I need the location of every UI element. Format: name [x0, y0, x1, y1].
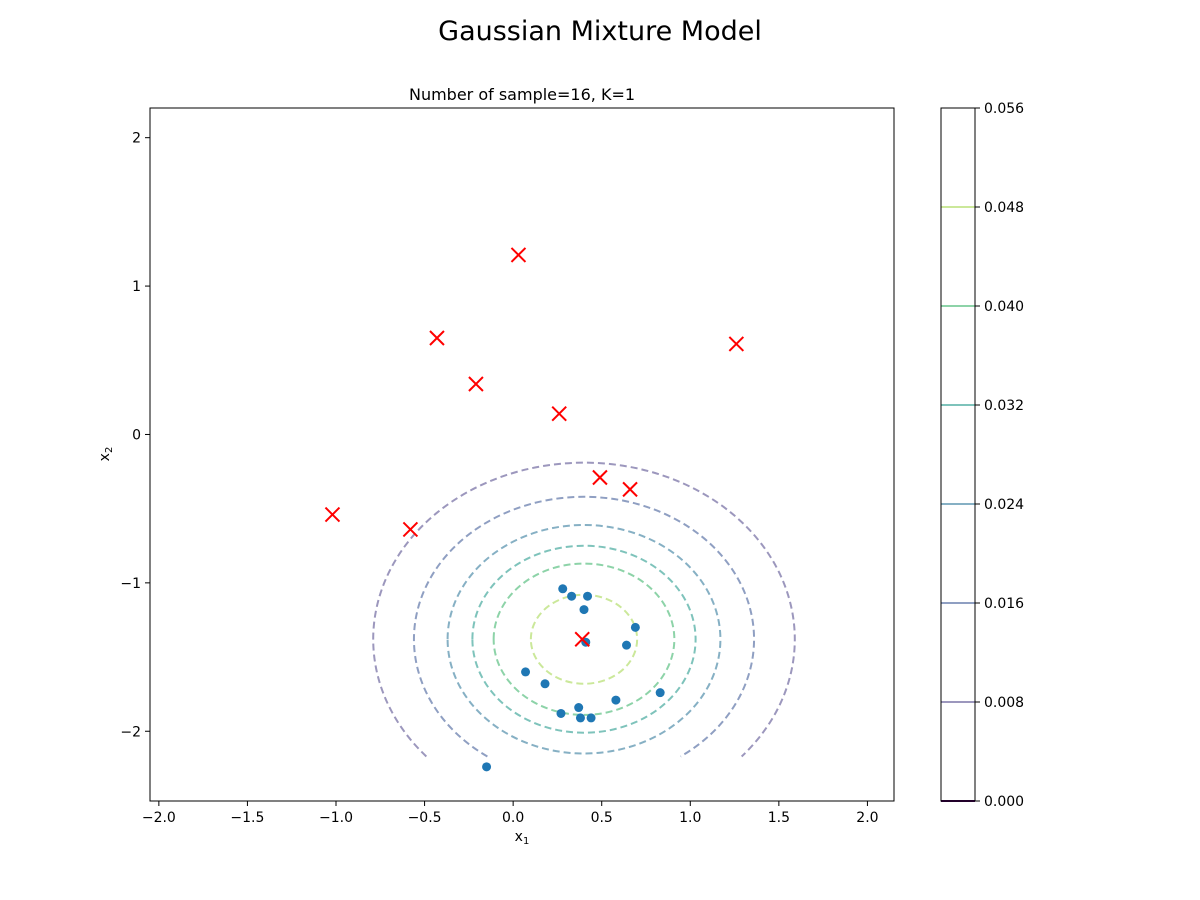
colorbar-tick: 0.048	[975, 200, 1024, 216]
x-tick-label: 1.5	[768, 810, 790, 826]
x-tick-label: −1.0	[319, 810, 353, 826]
cross-marker	[429, 330, 445, 346]
colorbar-tick-label: 0.016	[984, 596, 1024, 612]
x-tick: 1.5	[768, 801, 790, 826]
colorbar-frame	[940, 107, 976, 802]
sample-point	[482, 762, 492, 772]
colorbar-tick-label: 0.040	[984, 299, 1024, 315]
colorbar-tick-label: 0.024	[984, 497, 1024, 513]
colorbar-tick-label: 0.048	[984, 200, 1024, 216]
contour-level-0.048	[529, 593, 639, 685]
colorbar-tick-label: 0.008	[984, 695, 1024, 711]
x-axis-label-sub: 1	[523, 836, 529, 847]
x-tick-label: 0.0	[502, 810, 524, 826]
colorbar-tick-label: 0.032	[984, 398, 1024, 414]
plot-frame	[149, 107, 895, 802]
sample-point	[575, 713, 585, 723]
x-tick-label: 2.0	[856, 810, 878, 826]
x-tick-label: −1.5	[230, 810, 264, 826]
plot-area	[324, 247, 796, 772]
contour-level-0.008	[372, 461, 796, 758]
x-axis-label-main: x	[515, 829, 523, 845]
axes-title: Number of sample=16, K=1	[409, 85, 635, 104]
x-tick: −0.5	[408, 801, 442, 826]
colorbar-level-lines	[941, 206, 975, 802]
x-tick: −1.5	[230, 801, 264, 826]
sample-point	[540, 679, 550, 689]
cross-marker	[324, 506, 341, 523]
sample-points-layer	[482, 584, 665, 772]
colorbar-tick-label: 0.000	[984, 794, 1024, 810]
x-tick-label: 1.0	[679, 810, 701, 826]
x-tick: 0.0	[502, 801, 524, 826]
y-tick: −2	[120, 724, 150, 740]
cross-marker	[402, 521, 419, 538]
y-tick: −1	[120, 576, 150, 592]
colorbar: 0.000 0.008 0.016 0.024 0.032 0.040 0.048 0.056	[940, 101, 1024, 810]
sample-point	[586, 713, 596, 723]
sample-point	[558, 584, 568, 594]
colorbar-tick: 0.000	[975, 794, 1024, 810]
y-tick: 0	[132, 427, 150, 443]
colorbar-tick: 0.040	[975, 299, 1024, 315]
sample-point	[655, 688, 665, 698]
sample-point	[583, 591, 593, 601]
colorbar-tick: 0.008	[975, 695, 1024, 711]
x-tick: 2.0	[856, 801, 879, 826]
sample-point	[579, 605, 589, 615]
sample-point	[521, 667, 531, 677]
cross-marker	[510, 247, 527, 263]
sample-point	[622, 640, 632, 650]
x-axis-ticks: −2.0 −1.5 −1.0 −0.5 0.0 0.5 1.0 1.5 2.0	[142, 801, 879, 826]
x-tick: −1.0	[319, 801, 353, 826]
y-tick-label: −1	[120, 576, 141, 592]
contour-level-0.024	[446, 524, 722, 755]
colorbar-tick-label: 0.056	[984, 101, 1024, 117]
contour-level-0.04	[492, 562, 676, 716]
sample-point	[567, 591, 577, 601]
sample-point	[611, 695, 621, 705]
cross-marker	[468, 376, 484, 392]
y-axis-label-main: x	[97, 453, 113, 461]
y-axis-label: x2	[97, 447, 115, 462]
x-tick: 1.0	[679, 801, 701, 826]
x-tick-label: −2.0	[142, 810, 176, 826]
cross-marker	[592, 469, 608, 486]
y-tick: 2	[132, 131, 150, 147]
contour-level-0.032	[471, 544, 697, 734]
colorbar-tick: 0.024	[975, 497, 1024, 513]
cross-marker	[574, 631, 590, 647]
cross-markers-layer	[324, 247, 745, 647]
colorbar-tick: 0.016	[975, 596, 1024, 612]
colorbar-tick: 0.032	[975, 398, 1024, 414]
y-tick-label: −2	[120, 724, 141, 740]
contour-layer	[372, 461, 796, 758]
x-tick-label: −0.5	[408, 810, 442, 826]
x-axis-label: x1	[515, 829, 530, 847]
colorbar-tick: 0.056	[975, 101, 1024, 117]
contour-level-0.016	[412, 495, 756, 758]
cross-marker	[728, 336, 745, 352]
sample-point	[556, 708, 566, 718]
x-tick-label: 0.5	[591, 810, 613, 826]
sample-point	[574, 703, 584, 713]
y-tick: 1	[132, 279, 150, 295]
x-tick: 0.5	[591, 801, 613, 826]
y-tick-label: 0	[132, 427, 141, 443]
cross-marker	[551, 405, 567, 422]
y-tick-label: 1	[132, 279, 141, 295]
y-tick-label: 2	[132, 131, 141, 147]
cross-marker	[622, 481, 638, 498]
x-tick: −2.0	[142, 801, 176, 826]
y-axis-ticks: −2 −1 0 1 2	[120, 131, 150, 740]
figure-suptitle: Gaussian Mixture Model	[438, 16, 762, 47]
y-axis-label-sub: 2	[104, 447, 115, 453]
colorbar-ticks: 0.000 0.008 0.016 0.024 0.032 0.040 0.048 0.056	[975, 101, 1024, 810]
sample-point	[630, 622, 640, 632]
